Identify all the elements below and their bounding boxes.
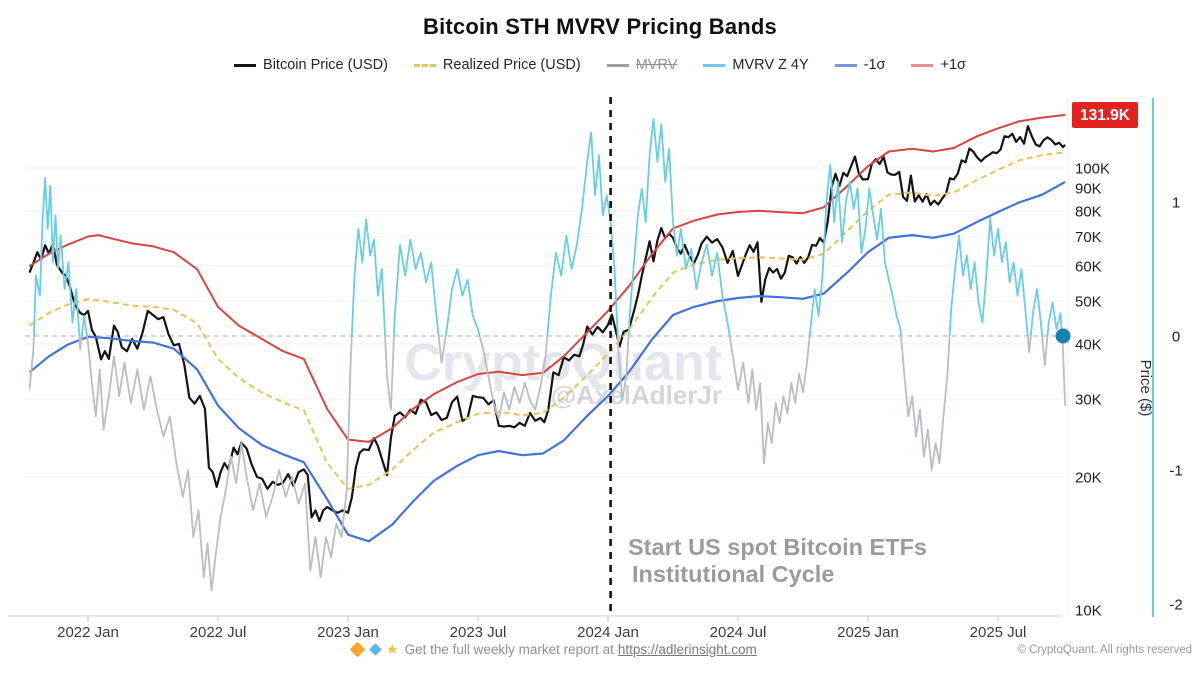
legend-swatch	[234, 63, 257, 67]
series-bitcoin-price-usd-	[28, 124, 1066, 523]
z-tick-label: -2	[1169, 597, 1182, 614]
chart-legend: Bitcoin Price (USD) Realized Price (USD) M…	[0, 57, 1200, 73]
x-tick-label: 2022 Jan	[57, 624, 119, 641]
legend-swatch	[413, 63, 436, 67]
x-tick-label: 2024 Jan	[577, 624, 639, 641]
x-tick-label: 2025 Jan	[837, 624, 899, 641]
x-tick-label: 2024 Jul	[710, 624, 767, 641]
current-price-badge-text: 131.9K	[1080, 107, 1131, 124]
current-price-badge: 131.9K	[1072, 102, 1138, 128]
legend-swatch	[911, 63, 934, 67]
x-tick-label: 2025 Jul	[970, 624, 1027, 641]
footer-promo: ★ Get the full weekly market report at h…	[349, 641, 757, 658]
legend-item--1-[interactable]: -1σ	[834, 57, 886, 73]
price-tick-label: 100K	[1075, 161, 1110, 178]
x-tick-label: 2022 Jul	[190, 624, 247, 641]
series-realized-price-usd-	[28, 151, 1066, 490]
legend-item-mvrv-z-4y[interactable]: MVRV Z 4Y	[703, 57, 809, 73]
mvrv-z-line-above-zero	[32, 118, 1063, 336]
price-tick-label: 20K	[1075, 469, 1102, 486]
legend-item-realized-price-usd-[interactable]: Realized Price (USD)	[413, 57, 581, 73]
price-tick-label: 70K	[1075, 229, 1102, 246]
legend-item-mvrv[interactable]: MVRV	[606, 57, 678, 73]
axes: 100K 90K 80K 70K 60K 50K 40K 30K 20K 10K 2022 Jan 2…	[8, 98, 1183, 641]
legend-label: +1σ	[940, 57, 966, 73]
legend-label: Bitcoin Price (USD)	[263, 57, 388, 73]
x-tick-label: 2023 Jul	[450, 624, 507, 641]
watermark-handle: @AxelAdlerJr	[551, 380, 722, 410]
legend-swatch	[703, 63, 726, 67]
legend-label: -1σ	[863, 57, 886, 73]
series--1-	[28, 180, 1066, 543]
price-tick-label: 40K	[1075, 336, 1102, 353]
legend-label: MVRV Z 4Y	[732, 57, 809, 73]
price-tick-label: 60K	[1075, 259, 1102, 276]
price-axis-label: Price ($)	[1137, 360, 1154, 417]
price-tick-label: 30K	[1075, 392, 1102, 409]
price-tick-label: 50K	[1075, 294, 1102, 311]
promo-link[interactable]: https://adlerinsight.com	[617, 642, 757, 657]
price-tick-label: 10K	[1075, 603, 1102, 620]
series-lines	[28, 113, 1066, 592]
page-title: Bitcoin STH MVRV Pricing Bands	[423, 14, 777, 39]
etf-event-annotation: Start US spot Bitcoin ETFs Institutional…	[609, 97, 927, 616]
z-tick-label: 1	[1172, 195, 1180, 212]
copyright-text: © CryptoQuant. All rights reserved	[1017, 644, 1192, 656]
legend-item-bitcoin-price-usd-[interactable]: Bitcoin Price (USD)	[234, 57, 388, 73]
series--1-	[28, 113, 1066, 443]
orange-diamond-icon	[349, 641, 366, 658]
etf-annotation-line2: Institutional Cycle	[632, 561, 834, 587]
z-tick-label: -1	[1169, 463, 1182, 480]
latest-value-dot	[1055, 328, 1071, 344]
etf-annotation-line1: Start US spot Bitcoin ETFs	[628, 534, 927, 560]
blue-gem-icon	[369, 643, 382, 656]
price-tick-label: 90K	[1075, 181, 1102, 198]
x-tick-label: 2023 Jan	[317, 624, 379, 641]
legend-item--1-[interactable]: +1σ	[911, 57, 966, 73]
raised-hands-icon: ★	[386, 641, 399, 657]
promo-text: Get the full weekly market report at	[404, 642, 614, 657]
legend-label: Realized Price (USD)	[442, 57, 581, 73]
gridlines	[25, 167, 1065, 478]
z-tick-label: 0	[1172, 329, 1180, 346]
legend-swatch	[606, 63, 629, 67]
legend-swatch	[834, 63, 857, 67]
legend-label: MVRV	[635, 57, 678, 73]
price-tick-label: 80K	[1075, 203, 1102, 220]
mvrv-z-line-below-zero	[28, 336, 1066, 592]
